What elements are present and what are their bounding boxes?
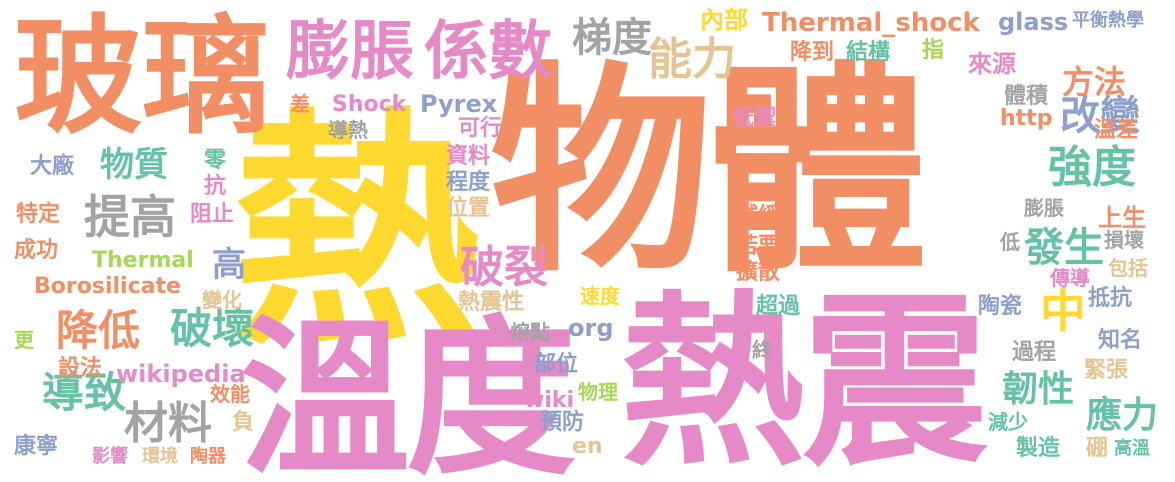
word-boli: 玻璃: [14, 3, 271, 152]
word-cailiao: 材料: [124, 398, 212, 449]
word-jianhuan: 減緩: [736, 204, 781, 229]
word-jianshao: 減少: [988, 410, 1028, 434]
word-bianhua: 變化: [202, 288, 242, 312]
word-tidu: 梯度: [572, 15, 652, 61]
word-zuzhi: 阻止: [190, 202, 235, 227]
word-chuandao: 傳導: [1050, 266, 1090, 290]
word-yufang: 預防: [540, 410, 585, 435]
word-renxing: 韌性: [1002, 369, 1075, 410]
word-taoci: 陶瓷: [978, 294, 1023, 319]
word-teding: 特定: [16, 202, 61, 227]
word-shefa: 設法: [58, 356, 103, 381]
word-thermal: Thermal: [92, 248, 194, 273]
word-chaoguo: 超過: [756, 294, 801, 319]
word-en: en: [572, 434, 603, 459]
word-sudu: 速度: [580, 284, 620, 308]
word-rezhenxing: 熱震性: [458, 290, 525, 315]
word-ling: 零: [204, 148, 227, 173]
word-fangfa: 方法: [1062, 63, 1127, 101]
word-kexing: 可行: [458, 116, 503, 141]
word-xishu: 係數: [424, 15, 552, 89]
word-sunhuai: 損壞: [1104, 228, 1144, 252]
word-org: org: [568, 314, 614, 342]
word-laiyuan: 來源: [968, 50, 1016, 78]
word-gaibian: 改變: [1060, 93, 1140, 139]
word-pohuai: 破壞: [170, 304, 255, 353]
word-qiangdu: 強度: [1048, 142, 1136, 193]
word-weizhi: 位置: [446, 196, 491, 221]
word-pengzhang-small: 膨脹: [1024, 196, 1064, 220]
word-fu: 負: [232, 410, 255, 435]
word-ruoyao: 若要: [736, 234, 781, 259]
word-yingli: 應力: [1086, 395, 1159, 436]
word-chengdu: 程度: [446, 170, 491, 195]
word-daozhi: 導致: [42, 368, 127, 417]
word-glass: glass: [998, 8, 1069, 36]
word-rongdian: 熔點: [510, 320, 550, 344]
word-wuli: 物理: [578, 380, 618, 404]
word-nengli: 能力: [648, 34, 736, 85]
word-tiji: 體積: [1004, 84, 1049, 109]
word-zhong-end: 終: [752, 338, 772, 362]
word-jiangdi: 降低: [56, 306, 141, 355]
word-daore: 導熱: [328, 118, 368, 142]
word-gao: 高: [212, 245, 246, 285]
word-wendu: 溫度: [240, 301, 576, 482]
word-pyrex: Pyrex: [420, 90, 498, 118]
word-wikipedia: wikipedia: [116, 360, 246, 388]
word-kangning: 康寧: [14, 434, 59, 459]
word-peng: 硼: [1086, 436, 1109, 461]
word-zhong: 中: [1040, 284, 1086, 338]
word-kuosan: 擴散: [736, 260, 781, 285]
word-fasheng: 發生: [1024, 225, 1104, 271]
word-zhiming: 知名: [1098, 328, 1143, 353]
word-taoqi: 陶器: [190, 446, 226, 467]
word-chenggong: 成功: [14, 238, 59, 263]
word-rezhen: 熱震: [620, 274, 988, 482]
word-polie: 破裂: [460, 242, 548, 293]
word-zhi: 指: [922, 38, 945, 63]
word-jiangdao: 降到: [790, 40, 835, 65]
word-kang: 抗: [204, 174, 227, 199]
word-diyu: 抵禦: [732, 106, 777, 131]
word-pengzhang: 膨脹: [286, 15, 414, 89]
word-dachang: 大廠: [30, 154, 75, 179]
word-tigao: 提高: [84, 190, 176, 244]
word-wiki: wiki: [524, 388, 575, 413]
word-ziliao: 資料: [446, 144, 491, 169]
word-wuzhi: 物質: [100, 145, 168, 185]
word-gaowen: 高溫: [1114, 438, 1150, 459]
word-neibu: 內部: [700, 6, 748, 34]
word-geng: 更: [14, 328, 34, 352]
word-wutai: 物體: [490, 44, 928, 302]
word-borosilicate: Borosilicate: [34, 274, 181, 299]
word-xiaoneng: 效能: [210, 382, 250, 406]
word-jiegou: 結構: [846, 40, 891, 65]
word-shangsheng: 上生: [1098, 204, 1146, 232]
word-cha: 差: [290, 92, 310, 116]
word-shock: Shock: [332, 92, 407, 117]
word-buwei: 部位: [534, 352, 579, 377]
word-http: http: [1000, 106, 1053, 131]
word-dikang: 抵抗: [1088, 286, 1133, 311]
word-zhizao: 製造: [1016, 436, 1061, 461]
word-huanjing: 環境: [142, 446, 178, 467]
word-thermal-shock: Thermal_shock: [762, 8, 980, 38]
word-pinghengrexue: 平衡熱學: [1072, 10, 1144, 31]
word-baokuo: 包括: [1108, 256, 1148, 280]
word-jinzhang: 緊張: [1084, 358, 1129, 383]
word-yingxiang: 影響: [92, 446, 128, 467]
word-re: 熱: [232, 87, 482, 378]
word-guocheng: 過程: [1012, 340, 1057, 365]
word-di: 低: [1000, 230, 1020, 254]
word-wencha: 溫差: [1094, 118, 1139, 143]
